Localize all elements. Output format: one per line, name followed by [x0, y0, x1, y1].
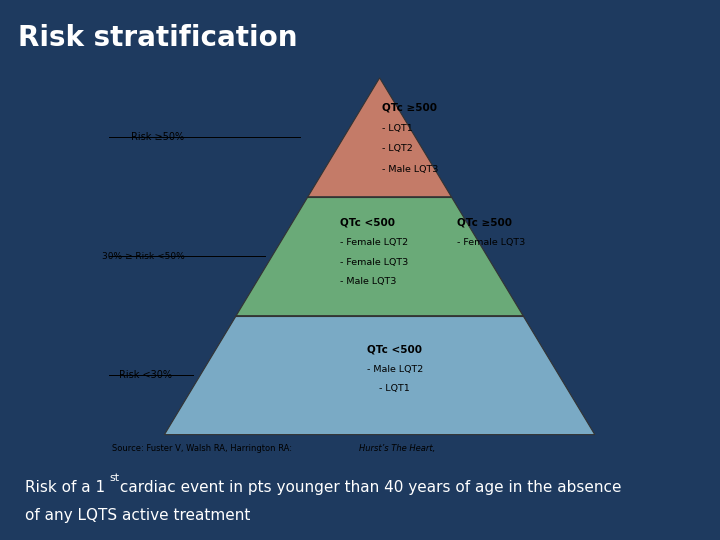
Text: - Female LQT3: - Female LQT3 — [457, 238, 526, 247]
Polygon shape — [308, 78, 451, 197]
Text: st: st — [109, 473, 119, 483]
Text: Hurst’s The Heart,: Hurst’s The Heart, — [359, 444, 436, 453]
Text: QTc <500: QTc <500 — [367, 345, 422, 355]
Text: 30% ≥ Risk <50%: 30% ≥ Risk <50% — [102, 252, 184, 261]
Text: Risk ≥50%: Risk ≥50% — [131, 132, 184, 143]
Polygon shape — [236, 197, 523, 316]
Text: Risk of a 1: Risk of a 1 — [25, 480, 105, 495]
Text: Risk <30%: Risk <30% — [119, 370, 172, 380]
Text: QTc ≥500: QTc ≥500 — [457, 218, 512, 228]
Text: - Male LQT3: - Male LQT3 — [340, 278, 396, 286]
Text: Risk stratification: Risk stratification — [18, 24, 297, 52]
Text: - Female LQT2: - Female LQT2 — [340, 238, 408, 247]
Text: - Male LQT2: - Male LQT2 — [366, 364, 423, 374]
Text: - Male LQT3: - Male LQT3 — [382, 165, 438, 174]
Text: cardiac event in pts younger than 40 years of age in the absence: cardiac event in pts younger than 40 yea… — [115, 480, 621, 495]
Text: QTc ≥500: QTc ≥500 — [382, 103, 437, 113]
Text: Source: Fuster V, Walsh RA, Harrington RA:: Source: Fuster V, Walsh RA, Harrington R… — [112, 444, 294, 453]
Text: - Female LQT3: - Female LQT3 — [340, 258, 408, 267]
Text: - LQT2: - LQT2 — [382, 144, 413, 153]
Polygon shape — [164, 316, 595, 435]
Text: - LQT1: - LQT1 — [379, 384, 410, 394]
Text: of any LQTS active treatment: of any LQTS active treatment — [25, 508, 251, 523]
Text: QTc <500: QTc <500 — [340, 218, 395, 228]
Text: - LQT1: - LQT1 — [382, 124, 413, 133]
